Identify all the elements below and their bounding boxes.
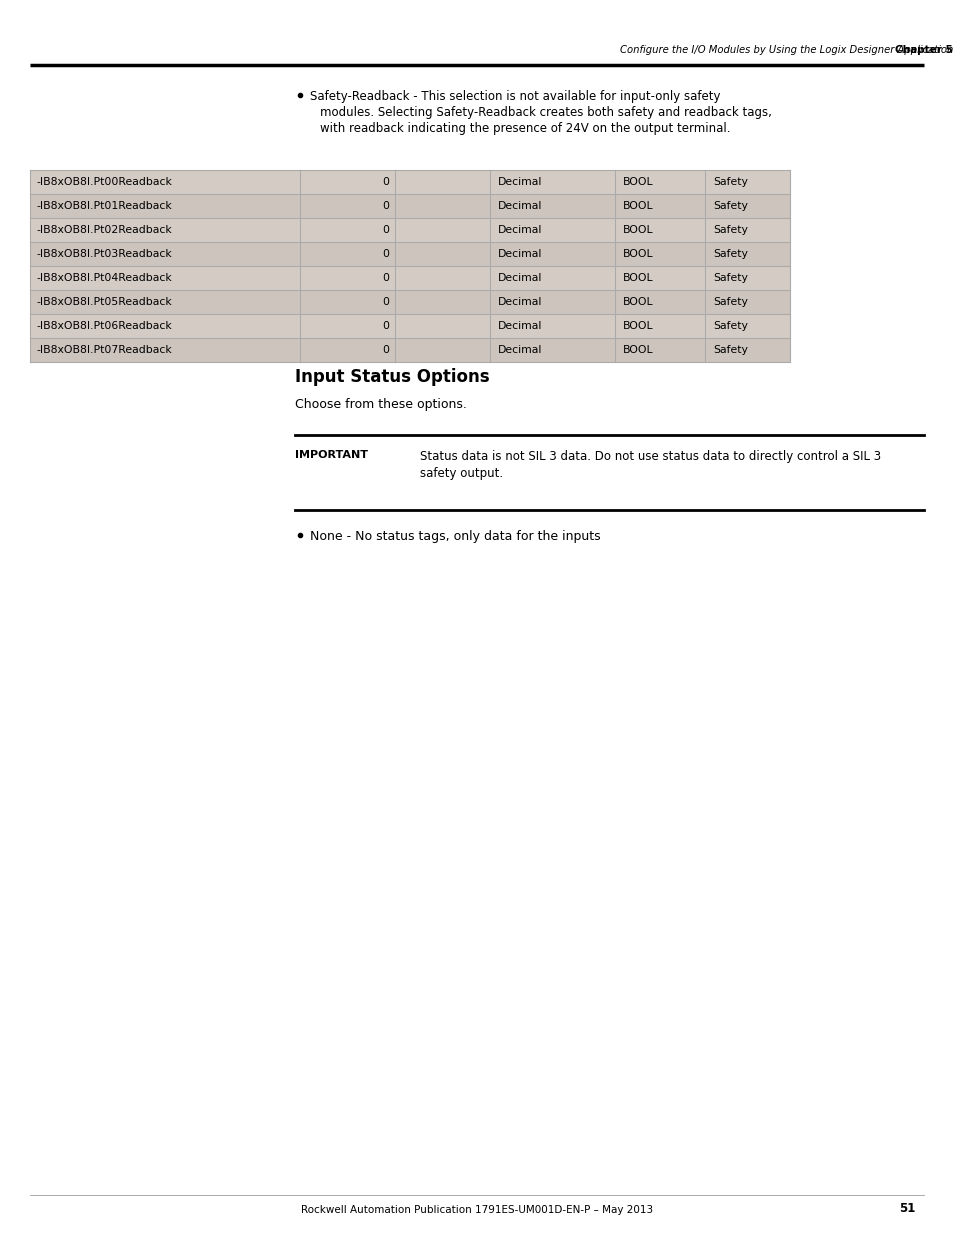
Text: safety output.: safety output. bbox=[419, 467, 502, 480]
Text: 0: 0 bbox=[381, 273, 389, 283]
Text: modules. Selecting Safety-Readback creates both safety and readback tags,: modules. Selecting Safety-Readback creat… bbox=[319, 106, 771, 119]
Text: Input Status Options: Input Status Options bbox=[294, 368, 489, 387]
Bar bbox=[30, 194, 789, 219]
Text: Decimal: Decimal bbox=[497, 321, 542, 331]
Text: Safety: Safety bbox=[712, 201, 747, 211]
Text: Safety: Safety bbox=[712, 177, 747, 186]
Bar bbox=[30, 314, 789, 338]
Text: BOOL: BOOL bbox=[622, 201, 653, 211]
Text: 0: 0 bbox=[381, 225, 389, 235]
Text: 0: 0 bbox=[381, 321, 389, 331]
Text: Choose from these options.: Choose from these options. bbox=[294, 398, 466, 411]
Bar bbox=[30, 219, 789, 242]
Text: BOOL: BOOL bbox=[622, 296, 653, 308]
Text: Status data is not SIL 3 data. Do not use status data to directly control a SIL : Status data is not SIL 3 data. Do not us… bbox=[419, 450, 881, 463]
Bar bbox=[30, 290, 789, 314]
Bar bbox=[30, 266, 789, 290]
Text: IMPORTANT: IMPORTANT bbox=[294, 450, 368, 459]
Text: -IB8xOB8I.Pt02Readback: -IB8xOB8I.Pt02Readback bbox=[36, 225, 172, 235]
Text: -IB8xOB8I.Pt00Readback: -IB8xOB8I.Pt00Readback bbox=[36, 177, 172, 186]
Text: BOOL: BOOL bbox=[622, 177, 653, 186]
Text: Safety: Safety bbox=[712, 321, 747, 331]
Text: Safety: Safety bbox=[712, 296, 747, 308]
Text: Safety: Safety bbox=[712, 225, 747, 235]
Text: -IB8xOB8I.Pt01Readback: -IB8xOB8I.Pt01Readback bbox=[36, 201, 172, 211]
Text: with readback indicating the presence of 24V on the output terminal.: with readback indicating the presence of… bbox=[319, 122, 730, 135]
Text: Decimal: Decimal bbox=[497, 273, 542, 283]
Text: -IB8xOB8I.Pt06Readback: -IB8xOB8I.Pt06Readback bbox=[36, 321, 172, 331]
Text: Safety-Readback - This selection is not available for input-only safety: Safety-Readback - This selection is not … bbox=[310, 90, 720, 103]
Text: -IB8xOB8I.Pt04Readback: -IB8xOB8I.Pt04Readback bbox=[36, 273, 172, 283]
Text: 0: 0 bbox=[381, 201, 389, 211]
Text: BOOL: BOOL bbox=[622, 249, 653, 259]
Bar bbox=[30, 170, 789, 194]
Text: BOOL: BOOL bbox=[622, 225, 653, 235]
Text: BOOL: BOOL bbox=[622, 321, 653, 331]
Text: 0: 0 bbox=[381, 296, 389, 308]
Text: Rockwell Automation Publication 1791ES-UM001D-EN-P – May 2013: Rockwell Automation Publication 1791ES-U… bbox=[300, 1205, 653, 1215]
Text: Decimal: Decimal bbox=[497, 225, 542, 235]
Text: Configure the I/O Modules by Using the Logix Designer Application: Configure the I/O Modules by Using the L… bbox=[619, 44, 952, 56]
Text: -IB8xOB8I.Pt07Readback: -IB8xOB8I.Pt07Readback bbox=[36, 345, 172, 354]
Text: Decimal: Decimal bbox=[497, 249, 542, 259]
Text: Chapter 5: Chapter 5 bbox=[894, 44, 952, 56]
Text: 0: 0 bbox=[381, 249, 389, 259]
Text: None - No status tags, only data for the inputs: None - No status tags, only data for the… bbox=[310, 530, 600, 543]
Text: Safety: Safety bbox=[712, 273, 747, 283]
Bar bbox=[30, 242, 789, 266]
Text: 51: 51 bbox=[898, 1202, 914, 1215]
Text: Decimal: Decimal bbox=[497, 345, 542, 354]
Text: 0: 0 bbox=[381, 177, 389, 186]
Text: Decimal: Decimal bbox=[497, 201, 542, 211]
Text: -IB8xOB8I.Pt05Readback: -IB8xOB8I.Pt05Readback bbox=[36, 296, 172, 308]
Text: Decimal: Decimal bbox=[497, 296, 542, 308]
Text: -IB8xOB8I.Pt03Readback: -IB8xOB8I.Pt03Readback bbox=[36, 249, 172, 259]
Text: Safety: Safety bbox=[712, 345, 747, 354]
Text: Safety: Safety bbox=[712, 249, 747, 259]
Text: BOOL: BOOL bbox=[622, 345, 653, 354]
Text: Decimal: Decimal bbox=[497, 177, 542, 186]
Text: 0: 0 bbox=[381, 345, 389, 354]
Bar bbox=[30, 338, 789, 362]
Text: BOOL: BOOL bbox=[622, 273, 653, 283]
